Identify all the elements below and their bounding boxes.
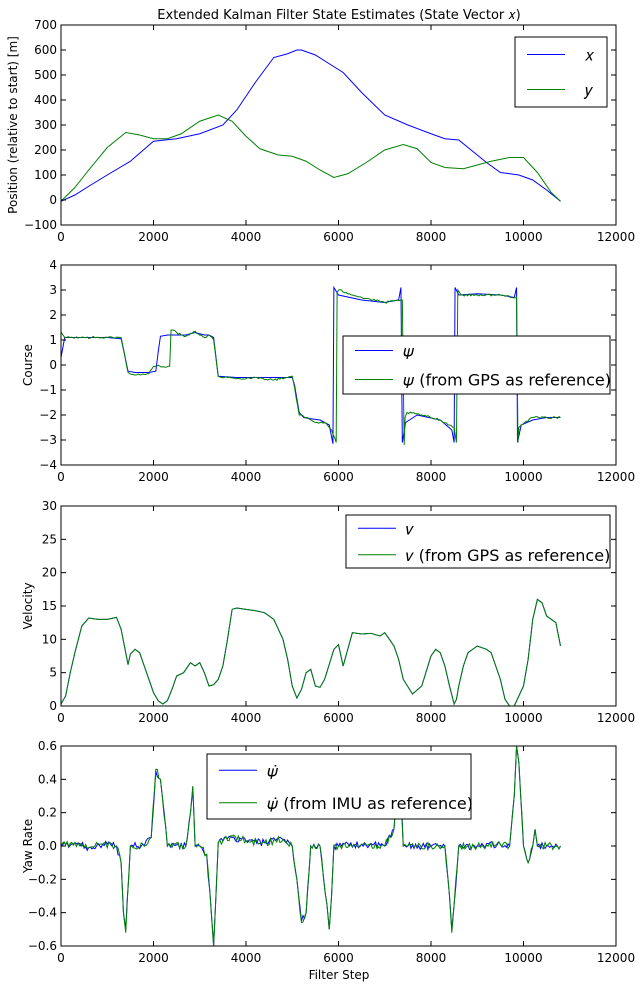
y-tick-label: 1 <box>49 333 57 347</box>
y-tick-label: 0 <box>49 699 57 713</box>
x-tick-label: 4000 <box>231 711 262 725</box>
x-tick-label: 2000 <box>138 230 169 244</box>
y-tick-label: 200 <box>34 143 57 157</box>
y-tick-label: 25 <box>42 532 57 546</box>
chart-panel-2: 0 2000 4000 6000 8000 10000 12000 −4 −3 −2 −1 0 1 2 3 4… <box>21 258 635 484</box>
x-tick-label: 0 <box>57 711 65 725</box>
x-tick-label: 12000 <box>597 230 635 244</box>
y-tick-label: 0.2 <box>38 806 57 820</box>
y-tick-label: 5 <box>49 666 57 680</box>
x-tick-label: 12000 <box>597 711 635 725</box>
y-tick-label: 0 <box>49 358 57 372</box>
x-tick-label: 8000 <box>416 951 447 965</box>
legend-box <box>342 335 611 395</box>
legend: 𝜓 𝜓 (from GPS as reference) <box>342 335 611 395</box>
series-line-estimate <box>61 285 561 444</box>
y-tick-label: 3 <box>49 283 57 297</box>
y-tick-label: 10 <box>42 632 57 646</box>
y-tick-label: 30 <box>42 499 57 513</box>
x-tick-label: 10000 <box>504 230 542 244</box>
x-tick-label: 12000 <box>597 470 635 484</box>
y-tick-label: −0.2 <box>28 872 57 886</box>
y-tick-label: −1 <box>39 383 57 397</box>
series-line-estimate <box>61 598 561 706</box>
y-tick-label: 15 <box>42 599 57 613</box>
legend-box <box>206 753 472 820</box>
x-tick-label: 6000 <box>323 470 354 484</box>
y-tick-label: −3 <box>39 433 57 447</box>
legend-box <box>514 36 608 108</box>
y-tick-label: 4 <box>49 258 57 272</box>
y-tick-label: 0 <box>49 193 57 207</box>
legend: 𝜓̇ 𝜓̇ (from IMU as reference) <box>206 753 473 820</box>
y-tick-label: 300 <box>34 118 57 132</box>
legend: 𝑣 𝑣 (from GPS as reference) <box>345 514 611 569</box>
legend-label: 𝜓̇ (from IMU as reference) <box>267 794 473 813</box>
legend: 𝑥𝑦 <box>514 36 608 108</box>
x-tick-label: 6000 <box>323 230 354 244</box>
x-tick-label: 8000 <box>416 230 447 244</box>
x-tick-label: 4000 <box>231 470 262 484</box>
chart-panel-1: 0 2000 4000 6000 8000 10000 12000−100010020030… <box>6 18 635 244</box>
x-tick-label: 10000 <box>504 470 542 484</box>
legend-label: 𝑣 (from GPS as reference) <box>406 546 610 565</box>
x-tick-label: 2000 <box>138 951 169 965</box>
y-axis-title: Position (relative to start) [m] <box>6 36 20 214</box>
series-line-reference <box>61 598 561 706</box>
y-tick-label: −0.6 <box>28 939 57 953</box>
x-tick-label: 0 <box>57 230 65 244</box>
y-tick-label: −4 <box>39 458 57 472</box>
chart-panel-3: 0 2000 4000 6000 8000 10000 12000 0 5 10 15 20 25 30 V… <box>21 499 635 725</box>
series-line-reference <box>61 746 561 946</box>
y-axis-title: Velocity <box>21 582 35 629</box>
y-tick-label: −2 <box>39 408 57 422</box>
y-tick-label: 500 <box>34 68 57 82</box>
y-axis-title: Yaw Rate <box>21 819 35 874</box>
x-tick-label: 4000 <box>231 951 262 965</box>
y-tick-label: 2 <box>49 308 57 322</box>
y-tick-label: 0.6 <box>38 739 57 753</box>
x-tick-label: 8000 <box>416 711 447 725</box>
x-tick-label: 2000 <box>138 470 169 484</box>
legend-label: 𝑥 <box>585 46 595 65</box>
y-tick-label: 100 <box>34 168 57 182</box>
legend-label: 𝑦 <box>583 81 594 100</box>
y-tick-label: 20 <box>42 566 57 580</box>
x-tick-label: 4000 <box>231 230 262 244</box>
legend-label: 𝜓 <box>403 342 415 361</box>
x-tick-label: 6000 <box>323 711 354 725</box>
y-tick-label: 400 <box>34 93 57 107</box>
figure-xlabel: Filter Step <box>309 968 370 982</box>
y-tick-label: 600 <box>34 43 57 57</box>
x-tick-label: 10000 <box>504 951 542 965</box>
y-tick-label: −0.4 <box>28 906 57 920</box>
y-tick-label: 700 <box>34 18 57 32</box>
chart-panel-4: 0 2000 4000 6000 8000 10000 12000 −0.6 −0.4 −0.2 0… <box>21 739 635 965</box>
y-axis-title: Course <box>21 344 35 386</box>
x-tick-label: 2000 <box>138 711 169 725</box>
x-tick-label: 10000 <box>504 711 542 725</box>
x-tick-label: 0 <box>57 470 65 484</box>
x-tick-label: 8000 <box>416 470 447 484</box>
y-tick-label: −100 <box>24 218 57 232</box>
y-tick-label: 0.0 <box>38 839 57 853</box>
series-line-reference <box>61 288 561 446</box>
y-tick-label: 0.4 <box>38 772 57 786</box>
x-tick-label: 0 <box>57 951 65 965</box>
figure-title: Extended Kalman Filter State Estimates (… <box>157 8 520 23</box>
x-tick-label: 6000 <box>323 951 354 965</box>
series-line-reference <box>61 114 561 202</box>
legend-box <box>345 514 611 569</box>
legend-label: 𝑣 <box>406 519 414 538</box>
legend-label: 𝜓 (from GPS as reference) <box>403 371 611 390</box>
x-tick-label: 12000 <box>597 951 635 965</box>
series-line-estimate <box>61 49 561 202</box>
legend-label: 𝜓̇ <box>267 761 279 780</box>
